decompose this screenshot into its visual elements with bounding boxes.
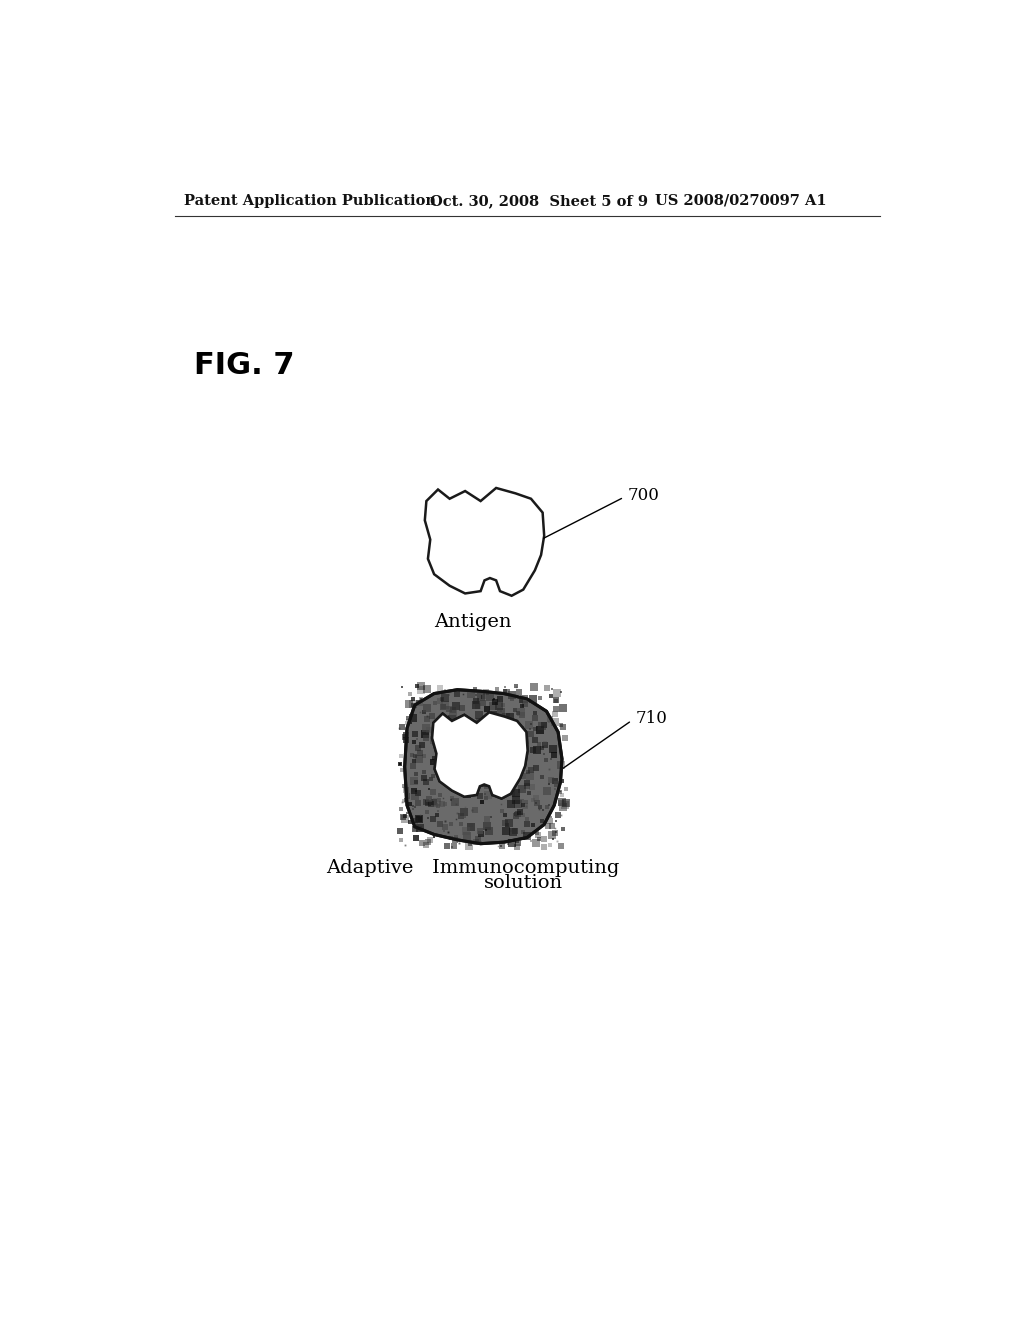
- Polygon shape: [404, 689, 562, 843]
- Text: US 2008/0270097 A1: US 2008/0270097 A1: [655, 194, 826, 207]
- Text: Oct. 30, 2008  Sheet 5 of 9: Oct. 30, 2008 Sheet 5 of 9: [430, 194, 648, 207]
- Text: Patent Application Publication: Patent Application Publication: [183, 194, 436, 207]
- Text: Antigen: Antigen: [434, 612, 512, 631]
- Polygon shape: [425, 488, 544, 595]
- Text: solution: solution: [483, 874, 563, 892]
- Polygon shape: [432, 713, 527, 799]
- Text: FIG. 7: FIG. 7: [194, 351, 294, 380]
- Text: Adaptive   Immunocomputing: Adaptive Immunocomputing: [327, 859, 620, 876]
- Text: 700: 700: [628, 487, 659, 504]
- Polygon shape: [432, 713, 527, 799]
- Text: 710: 710: [636, 710, 668, 727]
